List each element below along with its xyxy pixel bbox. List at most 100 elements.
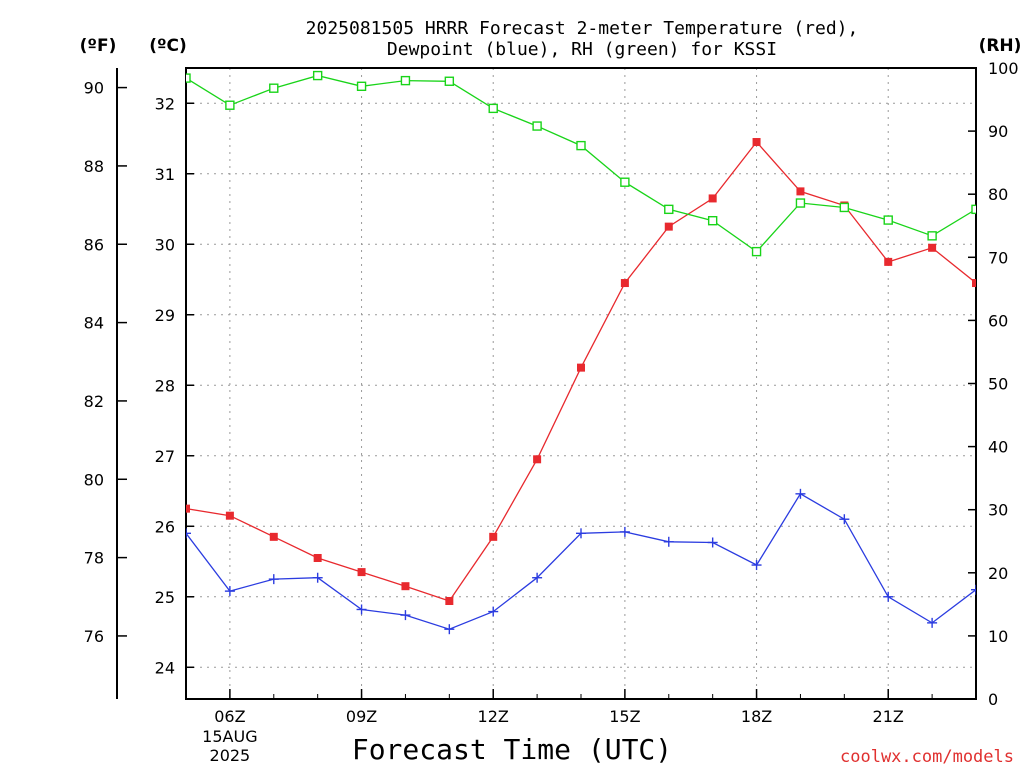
dewpoint-point-14	[576, 528, 586, 539]
rh-point-22	[927, 231, 937, 241]
rh-series	[186, 70, 976, 257]
dewpoint-point-18	[751, 560, 762, 571]
temperature-point-13	[533, 455, 542, 464]
temperature-point-12	[489, 532, 498, 541]
rh-point-15	[620, 177, 630, 187]
rh-point-23	[971, 204, 976, 215]
fahrenheit-tick-label-82: 82	[84, 392, 104, 411]
x-tick-label-15: 15Z	[609, 707, 640, 726]
temperature-point-10	[401, 582, 410, 591]
celsius-tick-label-27: 27	[155, 447, 175, 466]
dewpoint-point-15	[619, 526, 630, 537]
rh-tick-label-50: 50	[988, 375, 1008, 394]
dewpoint-point-22	[927, 617, 938, 628]
dewpoint-point-16	[663, 536, 674, 547]
dewpoint-point-6	[224, 586, 235, 597]
fahrenheit-tick-label-78: 78	[84, 549, 104, 568]
dewpoint-point-19	[795, 488, 806, 499]
rh-tick-label-40: 40	[988, 438, 1008, 457]
celsius-unit-label: (ºC)	[149, 36, 187, 56]
temperature-point-15	[620, 279, 629, 288]
rh-point-10	[400, 75, 411, 86]
rh-tick-label-10: 10	[988, 627, 1008, 646]
temperature-point-21	[884, 257, 893, 266]
rh-point-7	[269, 83, 279, 93]
rh-line	[186, 74, 976, 253]
celsius-tick-label-26: 26	[155, 517, 175, 536]
rh-tick-label-90: 90	[988, 122, 1008, 141]
celsius-tick-label-30: 30	[155, 235, 175, 254]
rh-tick-label-70: 70	[988, 248, 1008, 267]
temperature-point-18	[752, 138, 761, 147]
dewpoint-point-17	[707, 537, 718, 548]
dewpoint-point-7	[268, 574, 279, 585]
celsius-tick-label-32: 32	[155, 94, 175, 113]
dewpoint-series	[186, 488, 976, 635]
dewpoint-point-23	[971, 584, 976, 595]
fahrenheit-tick-label-90: 90	[84, 79, 104, 98]
temperature-point-7	[269, 532, 278, 541]
dewpoint-point-11	[444, 624, 455, 635]
temperature-point-16	[664, 222, 673, 231]
temperature-point-17	[708, 194, 717, 203]
rh-point-11	[444, 76, 455, 86]
fahrenheit-tick-label-84: 84	[84, 314, 104, 333]
chart-title-line2: Dewpoint (blue), RH (green) for KSSI	[387, 39, 777, 60]
rh-point-19	[795, 198, 806, 208]
temperature-point-9	[357, 568, 366, 577]
celsius-tick-label-29: 29	[155, 306, 175, 325]
temperature-point-23	[972, 279, 976, 288]
rh-point-14	[576, 140, 586, 151]
rh-tick-label-0: 0	[988, 690, 998, 709]
x-axis-label: Forecast Time (UTC)	[352, 733, 672, 766]
x-tick-label-9: 09Z	[346, 707, 377, 726]
celsius-tick-label-25: 25	[155, 588, 175, 607]
grid-lines	[186, 68, 976, 699]
temperature-point-6	[225, 511, 234, 520]
temperature-point-5	[186, 504, 190, 513]
rh-tick-label-80: 80	[988, 185, 1008, 204]
x-tick-label-12: 12Z	[478, 707, 509, 726]
rh-point-17	[707, 216, 718, 226]
celsius-tick-label-28: 28	[155, 376, 175, 395]
rh-point-9	[356, 81, 367, 91]
celsius-tick-label-31: 31	[155, 165, 175, 184]
temperature-point-8	[313, 553, 322, 562]
x-tick-label-21: 21Z	[873, 707, 904, 726]
dewpoint-point-5	[186, 528, 191, 539]
axes: 76 78 80 82 84 86 88 90 24 25 26 27 28 29 30 31 32 0 10 20 3…	[84, 59, 1019, 709]
x-tick-label-6: 06Z	[214, 707, 245, 726]
dewpoint-point-12	[488, 606, 499, 617]
dewpoint-point-21	[883, 591, 894, 602]
temperature-point-22	[928, 243, 937, 252]
fahrenheit-tick-label-76: 76	[84, 627, 104, 646]
dewpoint-point-20	[839, 514, 850, 525]
dewpoint-point-10	[400, 610, 411, 621]
dewpoint-point-9	[356, 604, 367, 615]
fahrenheit-tick-label-80: 80	[84, 470, 104, 489]
dewpoint-point-13	[532, 572, 543, 583]
x-tick-sublabel-6-1: 2025	[210, 746, 251, 765]
temperature-point-14	[577, 363, 585, 372]
rh-point-5	[186, 73, 191, 83]
rh-point-18	[751, 246, 762, 257]
dewpoint-point-8	[312, 572, 323, 583]
rh-tick-label-20: 20	[988, 564, 1008, 583]
rh-unit-label: (RH)	[979, 36, 1022, 56]
celsius-tick-label-24: 24	[155, 658, 175, 677]
fahrenheit-unit-label: (ºF)	[80, 36, 117, 56]
x-tick-label-18: 18Z	[741, 707, 772, 726]
temperature-point-11	[445, 597, 454, 606]
rh-point-21	[883, 215, 893, 225]
rh-point-20	[839, 202, 850, 213]
dewpoint-line	[186, 492, 976, 630]
plot-frame	[185, 67, 977, 700]
rh-tick-label-30: 30	[988, 501, 1008, 520]
rh-tick-label-60: 60	[988, 311, 1008, 330]
rh-tick-label-100: 100	[988, 59, 1019, 78]
x-tick-sublabel-6-0: 15AUG	[202, 727, 257, 746]
rh-point-8	[312, 70, 323, 81]
fahrenheit-tick-label-88: 88	[84, 157, 104, 176]
